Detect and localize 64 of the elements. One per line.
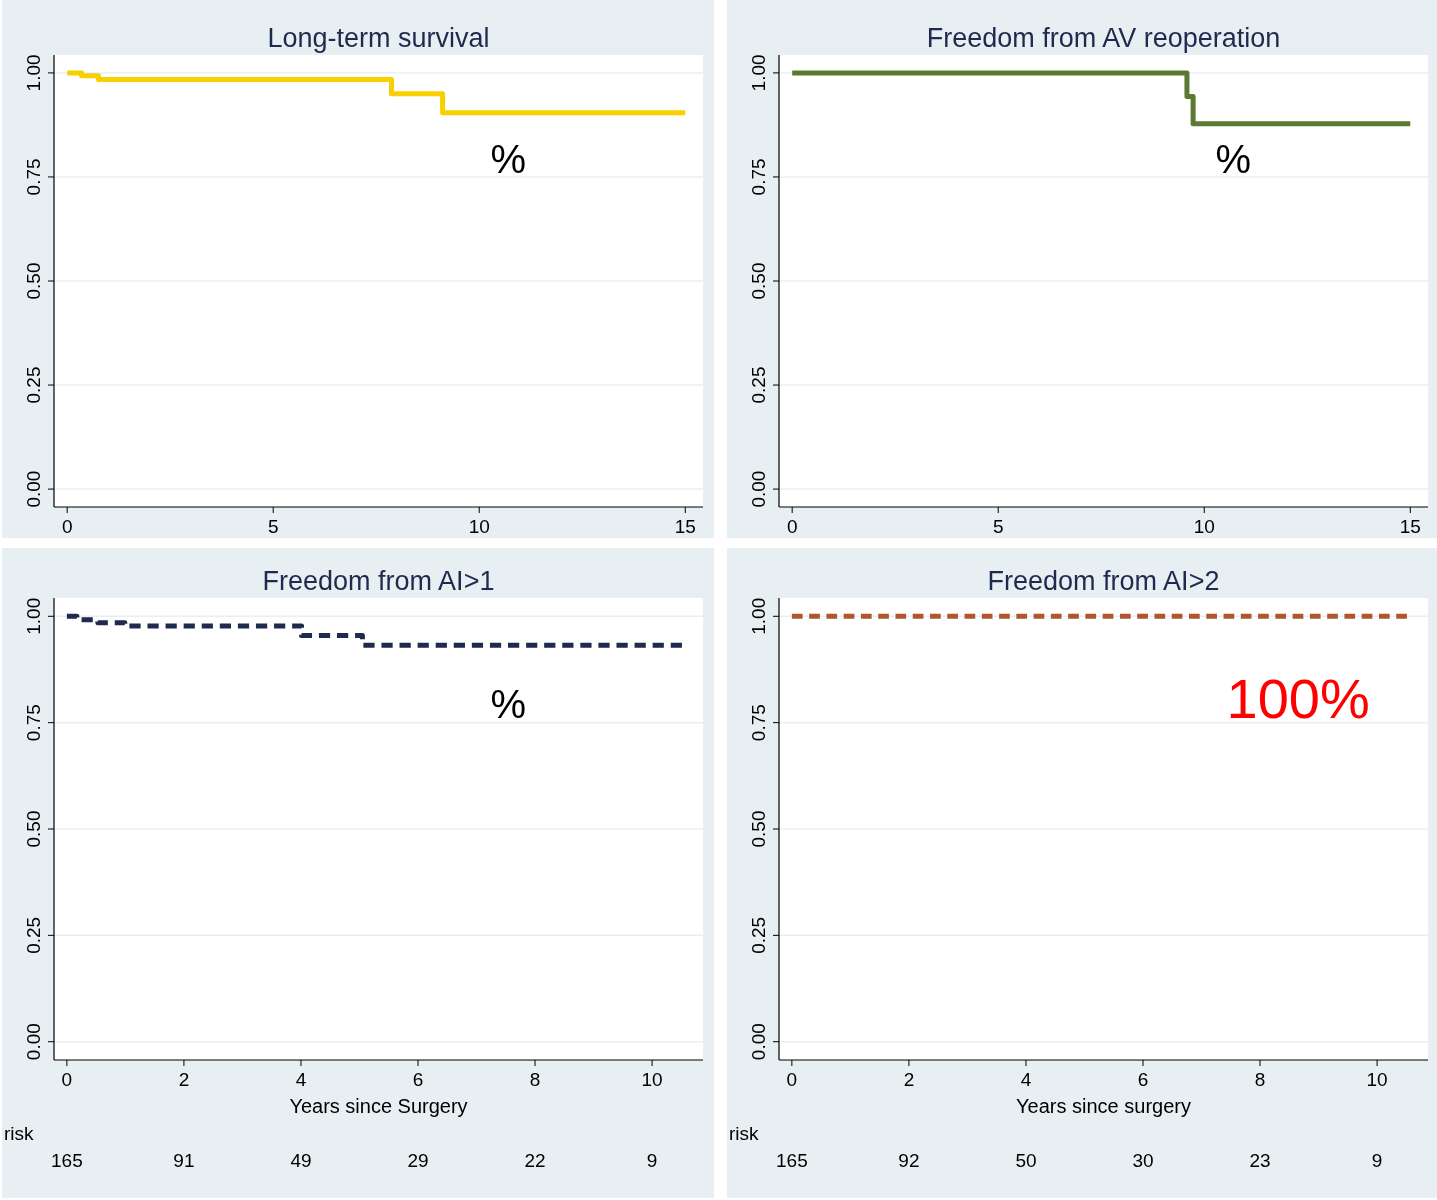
y-tick-label: 0.00 [23, 470, 44, 508]
text: 91 [173, 1150, 195, 1171]
text: 92 [898, 1150, 920, 1171]
text: 165 [51, 1150, 83, 1171]
text: 22 [524, 1150, 546, 1171]
y-tick-label: 1.00 [23, 597, 44, 635]
x-axis-title: Years since surgery [1016, 1095, 1191, 1117]
y-tick-label: 0.75 [23, 704, 44, 742]
x-tick-label: 8 [1254, 1069, 1266, 1090]
y-tick-label: 0.25 [23, 366, 44, 404]
y-tick-label: 0.50 [23, 810, 44, 848]
y-tick-label: 0.50 [748, 262, 769, 300]
text: 23 [1249, 1150, 1271, 1171]
x-tick-label: 15 [674, 516, 696, 537]
x-tick-label: 6 [412, 1069, 424, 1090]
annotation: % [1215, 136, 1252, 181]
x-tick-label: 2 [178, 1069, 190, 1090]
x-tick-label: 10 [1366, 1069, 1388, 1090]
y-tick-label: 0.00 [23, 1023, 44, 1061]
x-tick-label: 4 [295, 1069, 307, 1090]
text: 29 [407, 1150, 429, 1171]
chart-title: Freedom from AV reoperation [926, 23, 1281, 53]
x-tick-label: 10 [641, 1069, 663, 1090]
y-tick-label: 0.25 [748, 916, 769, 954]
y-tick-label: 0.50 [23, 262, 44, 300]
y-tick-label: 1.00 [748, 54, 769, 92]
text: risk [4, 1123, 35, 1144]
y-tick-label: 1.00 [748, 597, 769, 635]
x-tick-label: 5 [992, 516, 1004, 537]
text: 50 [1015, 1150, 1037, 1171]
x-tick-label: 6 [1137, 1069, 1149, 1090]
chart-title: Long-term survival [267, 23, 490, 53]
text: 9 [1371, 1150, 1383, 1171]
x-tick-label: 10 [1193, 516, 1215, 537]
y-tick-label: 1.00 [23, 54, 44, 92]
y-tick-label: 0.25 [748, 366, 769, 404]
x-tick-label: 8 [529, 1069, 541, 1090]
y-tick-label: 0.50 [748, 810, 769, 848]
x-tick-label: 5 [267, 516, 279, 537]
y-tick-label: 0.75 [748, 704, 769, 742]
x-tick-label: 2 [903, 1069, 915, 1090]
y-tick-label: 0.75 [23, 158, 44, 196]
x-tick-label: 0 [786, 516, 798, 537]
y-tick-label: 0.00 [748, 470, 769, 508]
text: 9 [646, 1150, 658, 1171]
text: 30 [1132, 1150, 1154, 1171]
x-tick-label: 0 [786, 1069, 798, 1090]
text: 49 [290, 1150, 312, 1171]
text: risk [729, 1123, 760, 1144]
y-tick-label: 0.00 [748, 1023, 769, 1061]
chart-title: Freedom from AI>2 [987, 566, 1220, 596]
x-tick-label: 0 [61, 516, 73, 537]
chart-title: Freedom from AI>1 [262, 566, 495, 596]
text: 165 [776, 1150, 808, 1171]
x-tick-label: 15 [1399, 516, 1421, 537]
y-tick-label: 0.25 [23, 916, 44, 954]
annotation: 100% [1226, 667, 1370, 731]
x-axis-title: Years since Surgery [289, 1095, 468, 1117]
annotation: % [490, 136, 527, 181]
x-tick-label: 10 [468, 516, 490, 537]
y-tick-label: 0.75 [748, 158, 769, 196]
annotation: % [490, 682, 527, 727]
x-tick-label: 0 [61, 1069, 73, 1090]
x-tick-label: 4 [1020, 1069, 1032, 1090]
